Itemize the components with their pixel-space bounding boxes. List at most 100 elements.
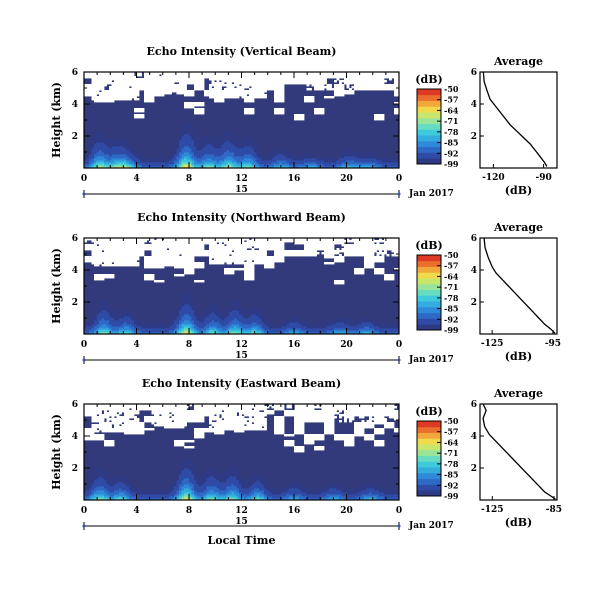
heatmap-cell xyxy=(151,278,155,281)
heatmap-cell xyxy=(139,108,142,111)
heatmap-cell xyxy=(231,260,235,263)
heatmap-cell xyxy=(314,82,317,85)
heatmap-cell xyxy=(316,112,320,115)
heatmap-cell xyxy=(179,316,182,319)
heatmap-cell xyxy=(101,144,105,147)
heatmap-cell xyxy=(201,326,205,329)
heatmap-cell xyxy=(269,332,272,335)
heatmap-cell xyxy=(379,114,382,117)
heatmap-cell xyxy=(151,88,155,91)
heatmap-cell xyxy=(256,166,260,169)
heatmap-cell xyxy=(271,72,275,75)
heatmap-cell xyxy=(274,150,277,153)
heatmap-cell xyxy=(111,318,115,321)
heatmap-cell xyxy=(294,156,297,159)
heatmap-cell xyxy=(194,310,197,313)
heatmap-cell xyxy=(166,246,170,249)
heatmap-cell xyxy=(204,136,207,139)
heatmap-cell xyxy=(136,78,140,81)
heatmap-cell xyxy=(151,78,155,81)
heatmap-cell xyxy=(121,240,125,243)
heatmap-cell xyxy=(211,138,215,141)
heatmap-cell xyxy=(211,146,215,149)
heatmap-cell xyxy=(186,144,190,147)
heatmap-cell xyxy=(141,324,145,327)
heatmap-cell xyxy=(261,260,265,263)
heatmap-cell xyxy=(131,238,135,241)
heatmap-cell xyxy=(184,158,187,161)
heatmap-cell xyxy=(254,254,257,257)
heatmap-cell xyxy=(236,254,240,257)
heatmap-cell xyxy=(179,308,182,311)
heatmap-cell xyxy=(194,162,197,165)
heatmap-cell xyxy=(191,150,195,153)
heatmap-cell xyxy=(314,154,317,157)
heatmap-cell xyxy=(89,150,92,153)
heatmap-cell xyxy=(396,84,400,87)
heatmap-cell xyxy=(254,152,257,155)
heatmap-cell xyxy=(259,318,262,321)
heatmap-cell xyxy=(284,162,287,165)
heatmap-cell xyxy=(154,162,157,165)
heatmap-cell xyxy=(171,152,175,155)
heatmap-cell xyxy=(196,150,200,153)
heatmap-cell xyxy=(179,304,182,307)
heatmap-cell xyxy=(366,166,370,169)
heatmap-cell xyxy=(394,86,397,89)
heatmap-cell xyxy=(316,86,320,89)
heatmap-cell xyxy=(284,238,287,241)
heatmap-cell xyxy=(264,96,267,99)
heatmap-cell xyxy=(226,84,230,87)
heatmap-cell xyxy=(179,302,182,305)
heatmap-cell xyxy=(159,240,162,243)
heatmap-cell xyxy=(96,92,100,95)
heatmap-cell xyxy=(234,332,237,335)
heatmap-cell xyxy=(121,260,125,263)
heatmap-cell xyxy=(396,164,400,167)
heatmap-cell xyxy=(319,86,322,89)
heatmap-cell xyxy=(116,262,120,265)
heatmap-cell xyxy=(206,252,210,255)
heatmap-cell xyxy=(141,158,145,161)
heatmap-cell xyxy=(119,244,122,247)
heatmap-cell xyxy=(104,302,107,305)
heatmap-cell xyxy=(169,332,172,335)
heatmap-cell xyxy=(191,138,195,141)
heatmap-cell xyxy=(209,304,212,307)
heatmap-cell xyxy=(259,156,262,159)
heatmap-cell xyxy=(351,90,355,93)
heatmap-cell xyxy=(186,296,190,299)
heatmap-cell xyxy=(151,256,155,259)
heatmap-cell xyxy=(376,72,380,75)
heatmap-cell xyxy=(126,74,130,77)
heatmap-cell xyxy=(136,262,140,265)
heatmap-cell xyxy=(271,244,275,247)
heatmap-cell xyxy=(251,272,255,275)
heatmap-cell xyxy=(269,266,272,269)
heatmap-cell xyxy=(194,242,197,245)
heatmap-cell xyxy=(101,330,105,333)
heatmap-cell xyxy=(209,138,212,141)
heatmap-cell xyxy=(151,262,155,265)
heatmap-cell xyxy=(156,238,160,241)
heatmap-cell xyxy=(196,152,200,155)
heatmap-cell xyxy=(311,166,315,169)
heatmap-cell xyxy=(126,254,130,257)
heatmap-cell xyxy=(131,326,135,329)
heatmap-cell xyxy=(176,142,180,145)
heatmap-cell xyxy=(301,328,305,331)
heatmap-cell xyxy=(244,330,247,333)
heatmap-cell xyxy=(231,240,235,243)
heatmap-cell xyxy=(324,96,327,99)
heatmap-cell xyxy=(244,252,247,255)
heatmap-cell xyxy=(106,310,110,313)
heatmap-cell xyxy=(189,306,192,309)
heatmap-cell xyxy=(226,78,230,81)
heatmap-cell xyxy=(246,136,250,139)
heatmap-cell xyxy=(106,138,110,141)
heatmap-cell xyxy=(121,248,125,251)
heatmap-cell xyxy=(126,142,130,145)
avg-x-axis-label: (dB) xyxy=(505,184,532,197)
heatmap-cell xyxy=(221,144,225,147)
heatmap-cell xyxy=(291,330,295,333)
